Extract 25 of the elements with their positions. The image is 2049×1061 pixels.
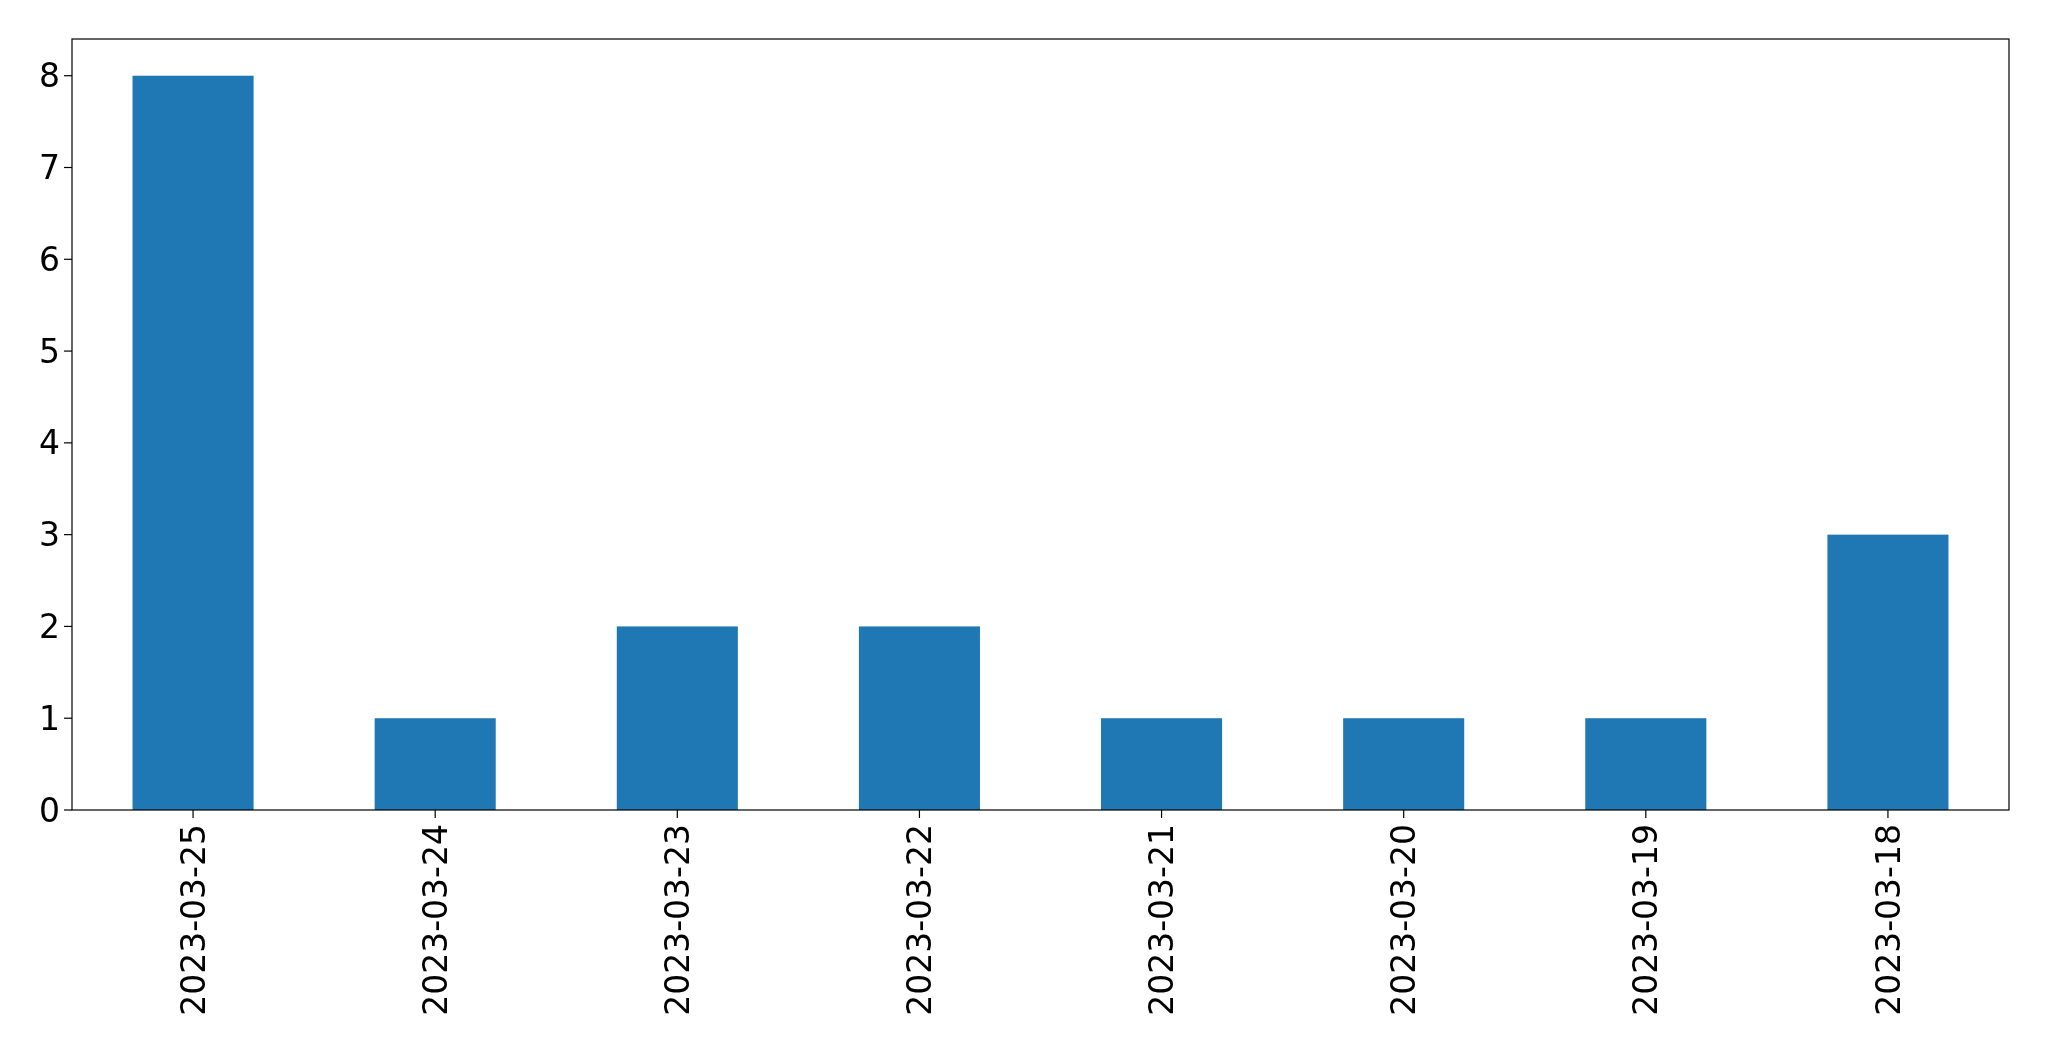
x-tick-label: 2023-03-18 (1868, 824, 1908, 1016)
y-tick-label: 0 (39, 790, 60, 830)
bar (616, 626, 738, 810)
x-tick-label: 2023-03-19 (1626, 824, 1666, 1016)
bar (132, 75, 254, 810)
x-tick-label: 2023-03-25 (173, 824, 213, 1016)
bar (858, 626, 980, 810)
bar (1343, 718, 1465, 810)
bar (374, 718, 496, 810)
y-tick-label: 1 (39, 698, 60, 738)
y-tick-label: 4 (39, 423, 60, 463)
y-tick-label: 2 (39, 606, 60, 646)
bar (1585, 718, 1707, 810)
bar (1101, 718, 1223, 810)
x-tick-label: 2023-03-24 (415, 824, 455, 1016)
y-tick-label: 3 (39, 515, 60, 555)
bar (1827, 534, 1949, 810)
x-tick-label: 2023-03-23 (657, 824, 697, 1016)
x-tick-label: 2023-03-22 (899, 824, 939, 1016)
y-tick-label: 7 (39, 148, 60, 188)
y-tick-label: 6 (39, 239, 60, 279)
x-tick-label: 2023-03-21 (1142, 824, 1182, 1016)
y-tick-label: 5 (39, 331, 60, 371)
x-tick-label: 2023-03-20 (1384, 824, 1424, 1016)
y-tick-label: 8 (39, 56, 60, 96)
